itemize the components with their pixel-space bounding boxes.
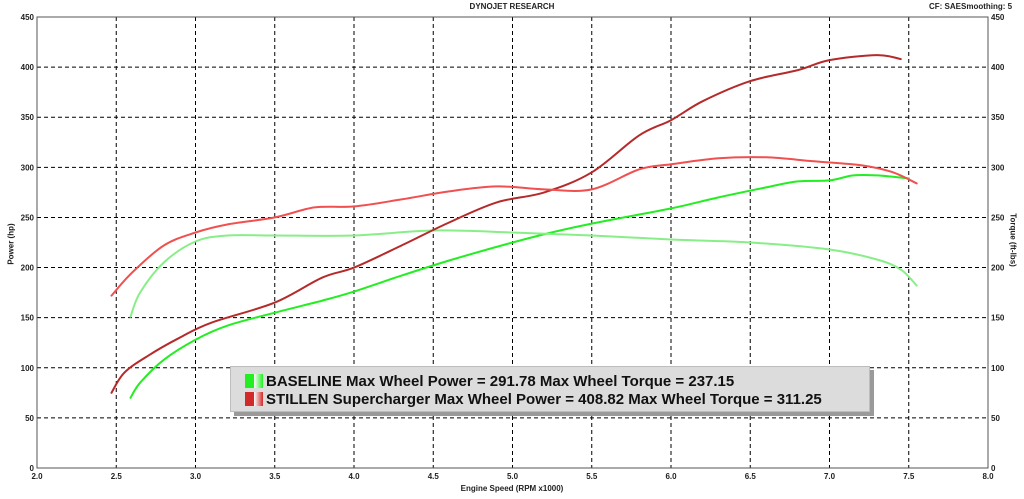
correction-factor-label: CF: SAE (929, 2, 961, 11)
y-tick-label-right: 300 (991, 163, 1005, 172)
y-tick-label-right: 100 (991, 364, 1005, 373)
x-tick-label: 3.5 (269, 472, 281, 481)
x-tick-label: 5.5 (586, 472, 598, 481)
tick-labels: 2.0 2.5 3.0 3.5 4.0 4.5 5.0 5.5 6.0 6.5 7.0 7.5 8.00… (21, 13, 1005, 481)
x-tick-label: 2.0 (31, 472, 43, 481)
legend-swatch-baseline (245, 374, 263, 388)
y-tick-label-right: 400 (991, 63, 1005, 72)
y-axis-label-torque: Torque (ft-lbs) (1008, 213, 1018, 267)
series-line-stillen_power (110, 54, 902, 394)
series-line-stillen_torque (110, 156, 918, 297)
legend-text-stillen: STILLEN Supercharger Max Wheel Power = 4… (266, 390, 822, 408)
y-tick-label-right: 250 (991, 213, 1005, 222)
series-line-baseline_torque (129, 229, 918, 318)
y-tick-label-right: 200 (991, 264, 1005, 273)
y-tick-label-left: 50 (25, 414, 34, 423)
legend-text-baseline: BASELINE Max Wheel Power = 291.78 Max Wh… (266, 372, 735, 390)
y-tick-label-right: 150 (991, 314, 1005, 323)
y-tick-label-right: 350 (991, 113, 1005, 122)
x-tick-label: 6.0 (665, 472, 677, 481)
y-tick-label-left: 0 (30, 464, 35, 473)
legend-entry-stillen: STILLEN Supercharger Max Wheel Power = 4… (245, 390, 822, 408)
y-tick-label-left: 250 (21, 213, 35, 222)
y-tick-label-left: 350 (21, 113, 35, 122)
y-tick-label-left: 100 (21, 364, 35, 373)
x-tick-label: 7.5 (903, 472, 915, 481)
y-tick-label-left: 300 (21, 163, 35, 172)
y-tick-label-left: 400 (21, 63, 35, 72)
y-tick-label-right: 0 (991, 464, 996, 473)
series-line-baseline_power (129, 173, 910, 399)
legend-swatch-stillen (245, 392, 263, 406)
x-tick-label: 4.5 (428, 472, 440, 481)
y-axis-label-power: Power (hp) (6, 223, 16, 265)
legend-box: BASELINE Max Wheel Power = 291.78 Max Wh… (230, 366, 870, 412)
y-tick-label-right: 50 (991, 414, 1000, 423)
x-tick-label: 6.5 (745, 472, 757, 481)
x-tick-label: 5.0 (507, 472, 519, 481)
y-tick-label-left: 200 (21, 264, 35, 273)
series-layer (110, 54, 918, 399)
x-tick-label: 4.0 (348, 472, 360, 481)
x-tick-label: 3.0 (190, 472, 202, 481)
y-tick-label-left: 450 (21, 13, 35, 22)
y-tick-label-right: 450 (991, 13, 1005, 22)
x-axis-label: Engine Speed (RPM x1000) (460, 484, 564, 493)
y-tick-label-left: 150 (21, 314, 35, 323)
smoothing-label: Smoothing: 5 (961, 2, 1013, 11)
chart-header-title: DYNOJET RESEARCH (469, 2, 555, 11)
x-tick-label: 7.0 (824, 472, 836, 481)
x-tick-label: 8.0 (982, 472, 994, 481)
x-tick-label: 2.5 (111, 472, 123, 481)
plot-frame (36, 16, 989, 469)
legend-entry-baseline: BASELINE Max Wheel Power = 291.78 Max Wh… (245, 372, 734, 390)
